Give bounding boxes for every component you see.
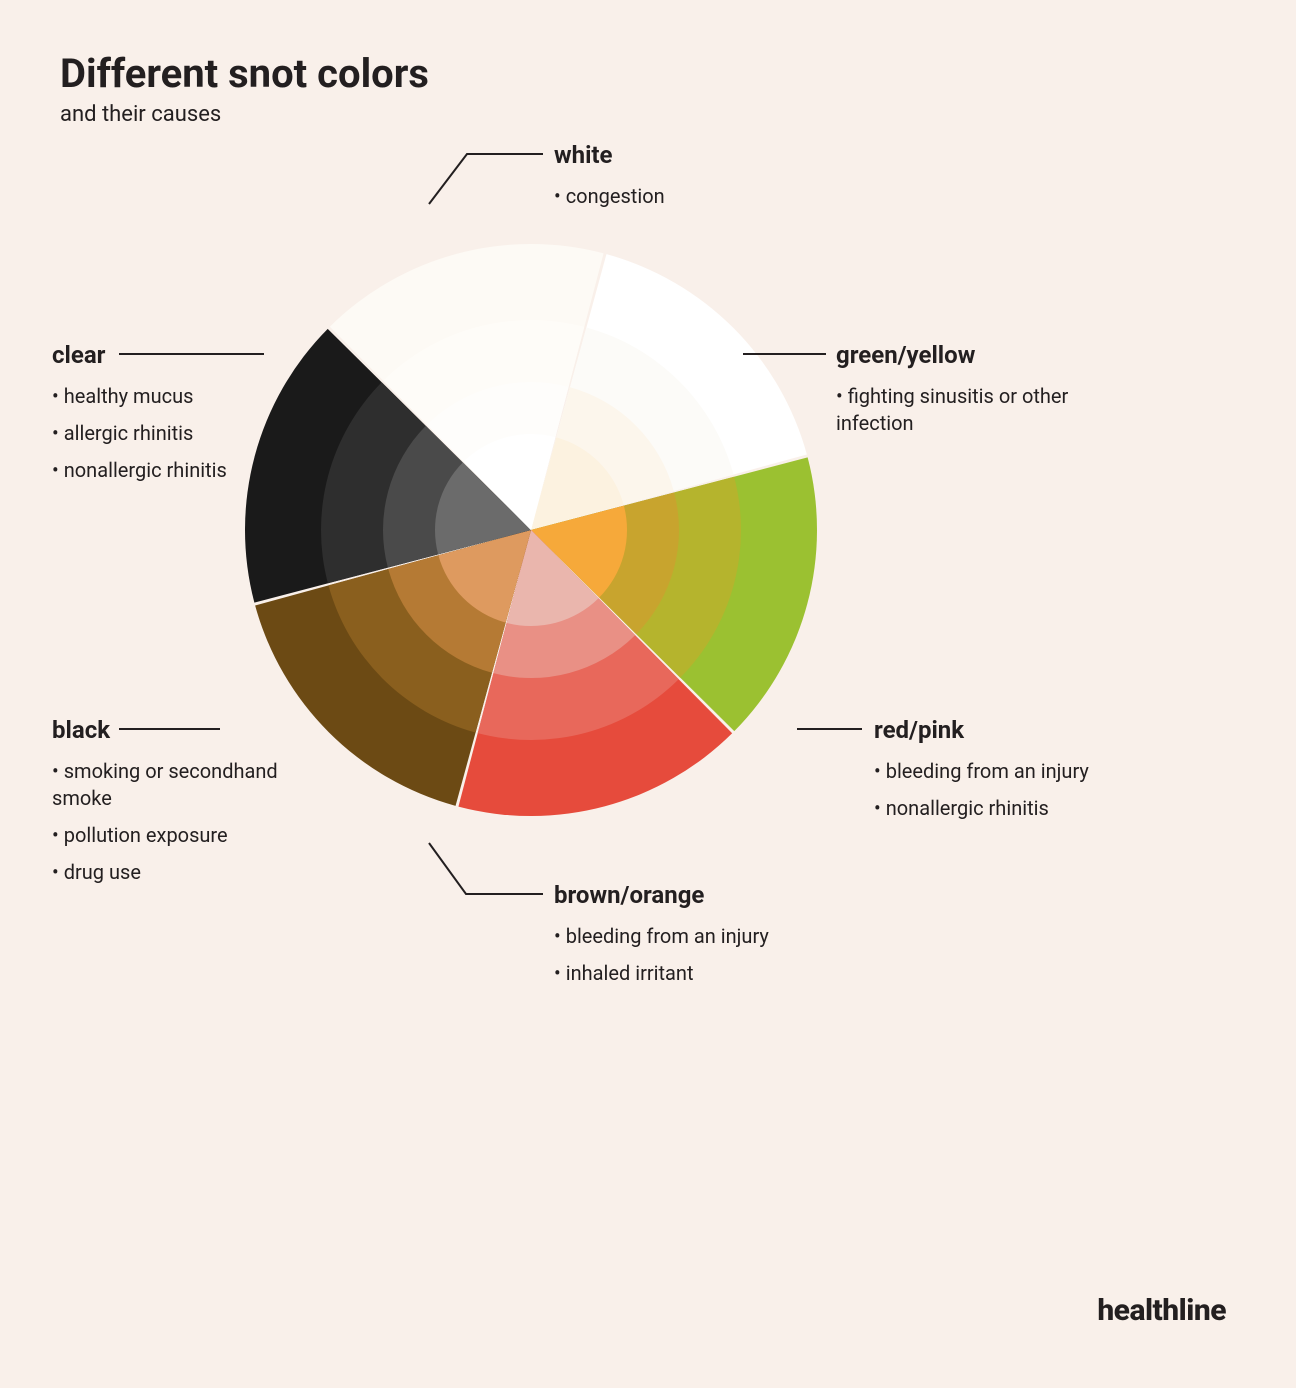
label-clear-item-2: • nonallergic rhinitis — [52, 457, 292, 484]
infographic-container: Different snot colors and their causes w… — [0, 0, 1296, 1388]
label-red_pink-item-1: • nonallergic rhinitis — [874, 795, 1134, 822]
label-green_yellow-title: green/yellow — [836, 341, 1116, 369]
label-white-title: white — [554, 141, 814, 169]
label-black-item-2: • drug use — [52, 859, 292, 886]
label-white-item-0: • congestion — [554, 183, 814, 210]
label-brown_orange-item-0: • bleeding from an injury — [554, 923, 794, 950]
brand-logo: healthline — [1097, 1293, 1226, 1328]
label-clear-title: clear — [52, 341, 292, 369]
label-red_pink: red/pink • bleeding from an injury • nonal… — [874, 716, 1134, 832]
label-red_pink-title: red/pink — [874, 716, 1134, 744]
label-black-title: black — [52, 716, 292, 744]
label-green_yellow-item-0: • fighting sinusitis or other infection — [836, 383, 1116, 437]
label-clear-item-1: • allergic rhinitis — [52, 420, 292, 447]
label-green_yellow: green/yellow • fighting sinusitis or othe… — [836, 341, 1116, 447]
label-black-item-0: • smoking or secondhand smoke — [52, 758, 292, 812]
label-red_pink-item-0: • bleeding from an injury — [874, 758, 1134, 785]
label-black: black • smoking or secondhand smoke • poll… — [52, 716, 292, 896]
label-brown_orange: brown/orange • bleeding from an injury • i… — [554, 881, 794, 997]
label-white: white • congestion — [554, 141, 814, 220]
label-brown_orange-item-1: • inhaled irritant — [554, 960, 794, 987]
label-brown_orange-title: brown/orange — [554, 881, 794, 909]
label-clear-item-0: • healthy mucus — [52, 383, 292, 410]
label-clear: clear • healthy mucus • allergic rhinitis •… — [52, 341, 292, 494]
label-black-item-1: • pollution exposure — [52, 822, 292, 849]
